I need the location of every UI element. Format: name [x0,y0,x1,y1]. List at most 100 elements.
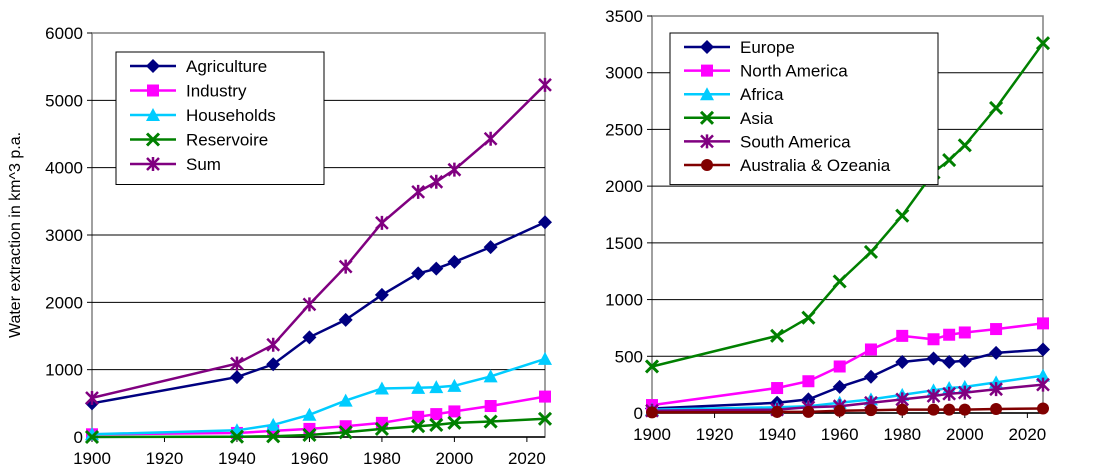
data-point [943,403,956,416]
data-point [411,419,426,434]
y-tick-label: 2000 [605,177,643,196]
y-tick-label: 4000 [45,159,83,178]
data-point [864,343,877,356]
data-point [429,174,444,189]
chart-water-by-sector: 0 1000 2000 3000 4000 5000 6000 1900 1920 1940 196… [7,24,553,468]
series-sum [85,77,552,405]
data-point [771,405,784,418]
legend-label: North America [740,62,848,81]
data-point [957,385,972,400]
data-point [942,354,957,369]
data-point [429,380,444,394]
x-tick-label: 2020 [508,449,546,468]
data-point [538,351,552,365]
data-point [338,393,353,407]
data-point [483,369,498,383]
data-point [646,406,658,419]
x-tick-label: 1980 [883,425,921,444]
data-point [802,375,815,388]
legend-marker [700,40,714,54]
legend-label: Reservoire [186,131,268,150]
data-point [429,417,444,432]
legend-marker [699,110,715,125]
data-point [989,100,1004,115]
data-point [447,378,462,392]
data-point [537,411,553,426]
data-point [302,427,317,443]
legend: Agriculture Industry Households Reservoire S… [115,51,325,185]
data-point [447,254,462,269]
series-asia [644,36,1051,374]
legend: Europe North America Africa Asia South Ameri… [669,32,939,186]
y-tick-label: 1000 [45,361,83,380]
x-tick-label: 1900 [633,425,671,444]
legend-label: South America [740,132,851,151]
x-tick-label: 2020 [1008,425,1046,444]
data-point [864,404,877,417]
legend-label: Agriculture [186,57,267,76]
data-point [374,287,389,302]
data-point [957,353,972,368]
data-point [990,403,1003,416]
data-point [302,297,317,312]
data-point [375,215,389,230]
data-point [801,310,816,325]
data-point [958,403,971,416]
data-point [266,337,281,352]
legend-marker [147,84,159,97]
y-tick-label: 500 [615,347,643,366]
data-point [990,323,1003,336]
y-tick-label: 6000 [45,24,83,43]
data-point [957,138,972,153]
y-tick-label: 3000 [605,64,643,83]
data-point [1036,368,1050,382]
legend-label: Sum [186,155,221,174]
legend-label: Asia [740,109,774,128]
y-tick-label: 0 [634,404,643,423]
data-point [229,370,244,385]
x-tick-label: 1900 [73,449,111,468]
series-north-america [646,317,1049,412]
data-point [266,357,281,372]
data-point [770,328,785,343]
data-point [338,425,353,440]
data-point [1035,36,1051,51]
data-point [1036,377,1050,392]
data-point [832,274,847,289]
legend-marker [146,108,160,121]
data-point [832,379,847,394]
data-point [771,382,784,395]
legend-marker [700,134,714,149]
data-point [863,244,879,259]
x-tick-label: 2000 [435,449,473,468]
data-point [927,333,940,346]
data-point [338,312,353,327]
legend-marker [146,59,160,73]
data-point [484,400,497,413]
data-point [1037,402,1049,415]
legend-marker [145,132,161,147]
data-point [411,380,426,394]
y-tick-label: 3000 [45,226,83,245]
data-point [989,382,1003,397]
y-tick-label: 5000 [45,91,83,110]
data-point [84,429,100,445]
x-tick-label: 1920 [146,449,184,468]
x-tick-label: 1940 [218,449,256,468]
y-tick-label: 2000 [45,293,83,312]
data-point [942,152,957,168]
y-tick-label: 0 [74,428,83,447]
data-point [412,410,425,423]
legend-marker [701,159,713,171]
data-point [374,381,389,395]
data-point [538,215,552,230]
data-point [230,356,244,371]
y-tick-label: 3500 [605,7,643,26]
y-axis-title: Water extraction in km^3 p.a. [7,132,24,338]
data-point [229,429,245,444]
data-point [895,208,910,223]
legend-label: Industry [186,82,247,101]
data-point [833,360,846,373]
data-point [483,131,498,146]
